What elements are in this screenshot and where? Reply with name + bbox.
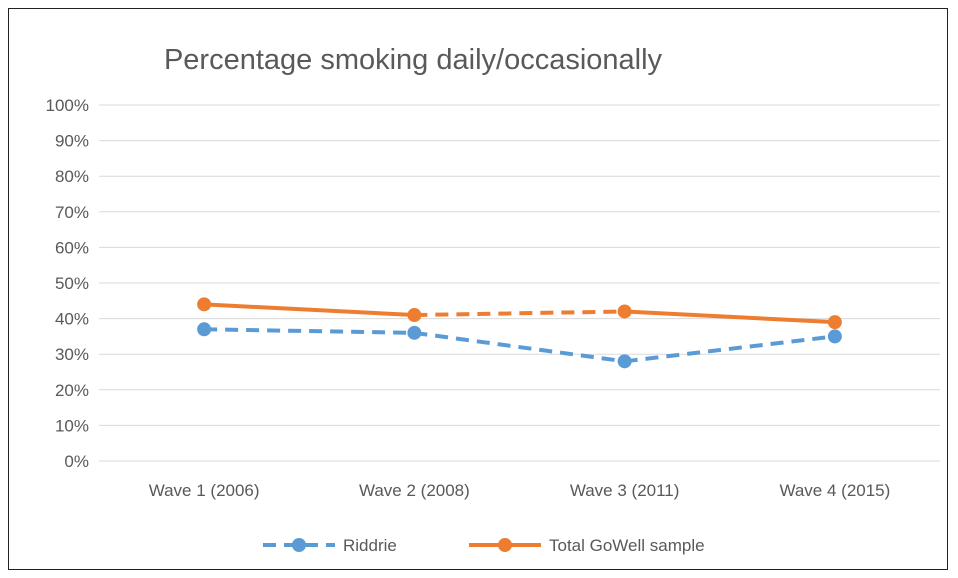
legend-item-1: Riddrie (263, 536, 397, 555)
y-tick-label: 10% (55, 416, 89, 435)
y-axis-tick-labels: 0% 10% 20% 30% 40% 50% 60% 70% 80% 90% 100% (46, 96, 89, 471)
y-tick-label: 50% (55, 274, 89, 293)
series-segment (204, 327, 415, 335)
x-category-label: Wave 2 (2008) (359, 481, 470, 500)
y-tick-label: 80% (55, 167, 89, 186)
series-segment (414, 330, 625, 364)
series-segment (202, 302, 417, 318)
y-tick-label: 70% (55, 203, 89, 222)
x-axis-category-labels: Wave 1 (2006) Wave 2 (2008) Wave 3 (2011) W… (149, 481, 891, 500)
y-tick-label: 30% (55, 345, 89, 364)
data-point (827, 329, 842, 344)
legend-label: Riddrie (343, 536, 397, 555)
series-segment (624, 334, 836, 364)
line-chart: Percentage smoking daily/occasionally 0%… (46, 44, 940, 555)
y-tick-label: 90% (55, 132, 89, 151)
y-tick-label: 20% (55, 381, 89, 400)
series-segment (414, 309, 625, 318)
series-2 (197, 297, 842, 330)
y-tick-label: 100% (46, 96, 89, 115)
data-point (407, 325, 422, 340)
gridlines (99, 104, 940, 462)
y-tick-label: 40% (55, 310, 89, 329)
legend-swatch-marker (292, 538, 306, 552)
chart-title: Percentage smoking daily/occasionally (164, 44, 663, 76)
legend-label: Total GoWell sample (549, 536, 705, 555)
series-segment (622, 309, 837, 325)
x-category-label: Wave 4 (2015) (779, 481, 890, 500)
data-point (827, 315, 842, 330)
x-category-label: Wave 3 (2011) (570, 481, 680, 500)
y-tick-label: 0% (64, 452, 89, 471)
series-lines (197, 297, 842, 369)
chart-frame: Percentage smoking daily/occasionally 0%… (8, 8, 948, 570)
legend: Riddrie Total GoWell sample (263, 536, 705, 555)
legend-swatch-marker (498, 538, 512, 552)
data-point (407, 308, 422, 323)
legend-item-2: Total GoWell sample (469, 536, 705, 555)
series-1 (197, 322, 842, 369)
data-point (617, 354, 632, 369)
data-point (197, 297, 212, 312)
data-point (617, 304, 632, 319)
y-tick-label: 60% (55, 238, 89, 257)
x-category-label: Wave 1 (2006) (149, 481, 260, 500)
data-point (197, 322, 212, 337)
